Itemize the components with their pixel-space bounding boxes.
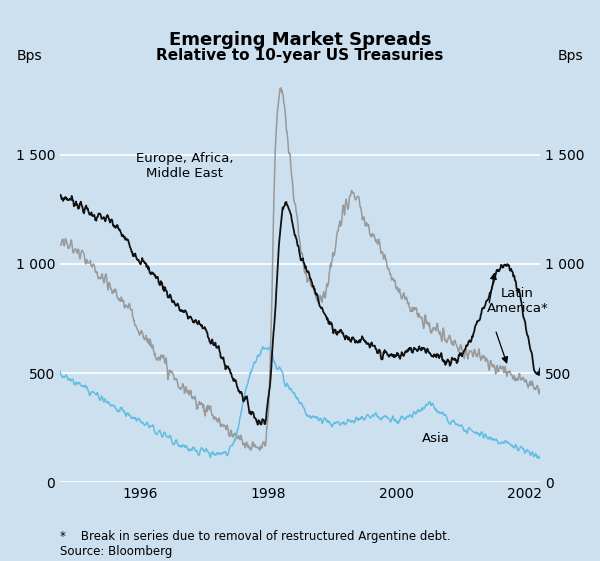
Text: Emerging Market Spreads: Emerging Market Spreads: [169, 31, 431, 49]
Text: Bps: Bps: [557, 49, 583, 63]
Text: *    Break in series due to removal of restructured Argentine debt.
Source: Bloo: * Break in series due to removal of rest…: [60, 530, 451, 558]
Text: Latin
America*: Latin America*: [487, 287, 548, 315]
Text: Asia: Asia: [422, 433, 449, 445]
Text: Europe, Africa,
Middle East: Europe, Africa, Middle East: [136, 151, 233, 180]
Text: Bps: Bps: [17, 49, 43, 63]
Text: Relative to 10-year US Treasuries: Relative to 10-year US Treasuries: [157, 48, 443, 63]
